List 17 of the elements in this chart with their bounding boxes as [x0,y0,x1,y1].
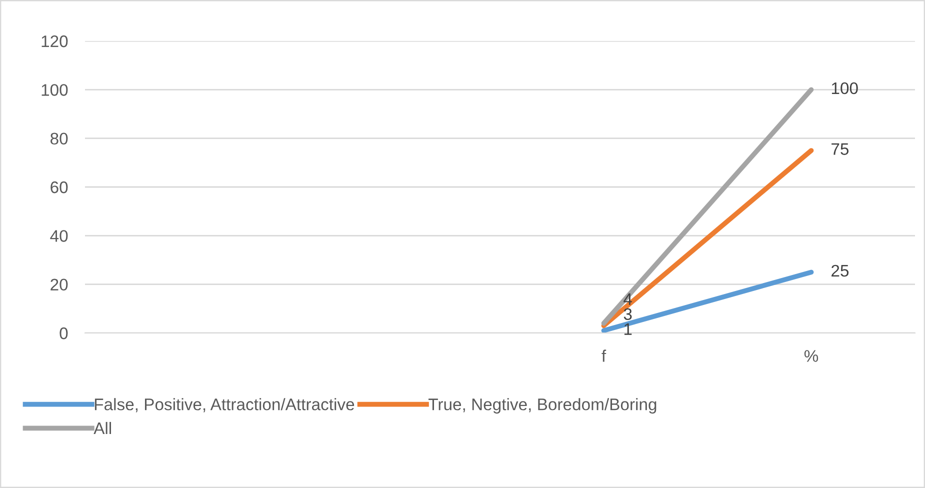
legend-label: All [94,422,112,434]
legend-label: True, Negtive, Boredom/Boring [428,398,656,414]
y-tick-label: 40 [50,230,68,242]
y-tick-label: 100 [42,84,68,96]
y-tick-label: 20 [50,278,68,291]
data-label: 3 [624,308,632,320]
x-tick-label: % [804,350,818,362]
y-tick-label: 80 [50,132,68,145]
y-tick-label: 60 [50,181,68,194]
data-label: 25 [832,264,849,277]
legend-label: False, Positive, Attraction/Attractive [94,398,354,412]
data-label: 100 [832,82,858,94]
x-tick-label: f [602,350,606,362]
y-tick-label: 120 [42,35,68,48]
data-label: 1 [624,323,632,335]
y-tick-label: 0 [60,327,68,340]
data-label: 75 [832,143,849,155]
